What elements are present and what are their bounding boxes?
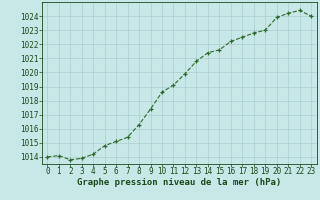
X-axis label: Graphe pression niveau de la mer (hPa): Graphe pression niveau de la mer (hPa) [77,178,281,187]
